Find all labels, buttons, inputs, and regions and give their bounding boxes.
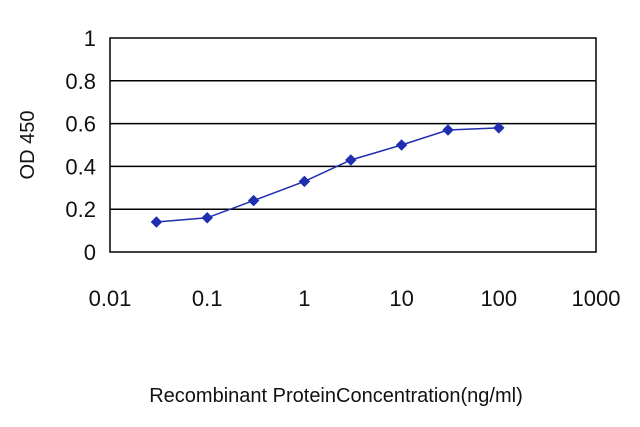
x-tick-label: 0.01 xyxy=(89,286,132,311)
y-tick-label: 0.8 xyxy=(65,69,96,94)
y-tick-label: 1 xyxy=(84,26,96,51)
y-tick-label: 0.2 xyxy=(65,197,96,222)
x-tick-label: 1000 xyxy=(572,286,621,311)
series-layer xyxy=(150,122,505,228)
y-axis-tick-labels: 0 0.2 0.4 0.6 0.8 1 xyxy=(65,26,96,265)
x-tick-label: 100 xyxy=(480,286,517,311)
data-point-marker xyxy=(298,175,311,188)
y-tick-label: 0.4 xyxy=(65,154,96,179)
x-tick-label: 0.1 xyxy=(192,286,223,311)
data-point-marker xyxy=(201,211,214,224)
y-tick-label: 0 xyxy=(84,240,96,265)
data-point-marker xyxy=(492,122,505,134)
y-axis-title: OD 450 xyxy=(17,111,39,180)
data-point-marker xyxy=(442,124,454,136)
data-point-marker xyxy=(344,154,357,166)
x-tick-label: 10 xyxy=(389,286,413,311)
y-tick-label: 0.6 xyxy=(65,112,96,137)
data-point-marker xyxy=(150,216,163,228)
plot-area-frame xyxy=(109,37,597,253)
x-tick-label: 1 xyxy=(298,286,310,311)
data-point-marker xyxy=(247,194,260,207)
series-line xyxy=(156,127,499,223)
gridlines xyxy=(110,80,596,210)
data-point-marker xyxy=(395,139,408,151)
x-axis-title: Recombinant ProteinConcentration(ng/ml) xyxy=(149,385,523,407)
x-axis-tick-labels: 0.01 0.1 1 10 100 1000 xyxy=(89,286,621,311)
